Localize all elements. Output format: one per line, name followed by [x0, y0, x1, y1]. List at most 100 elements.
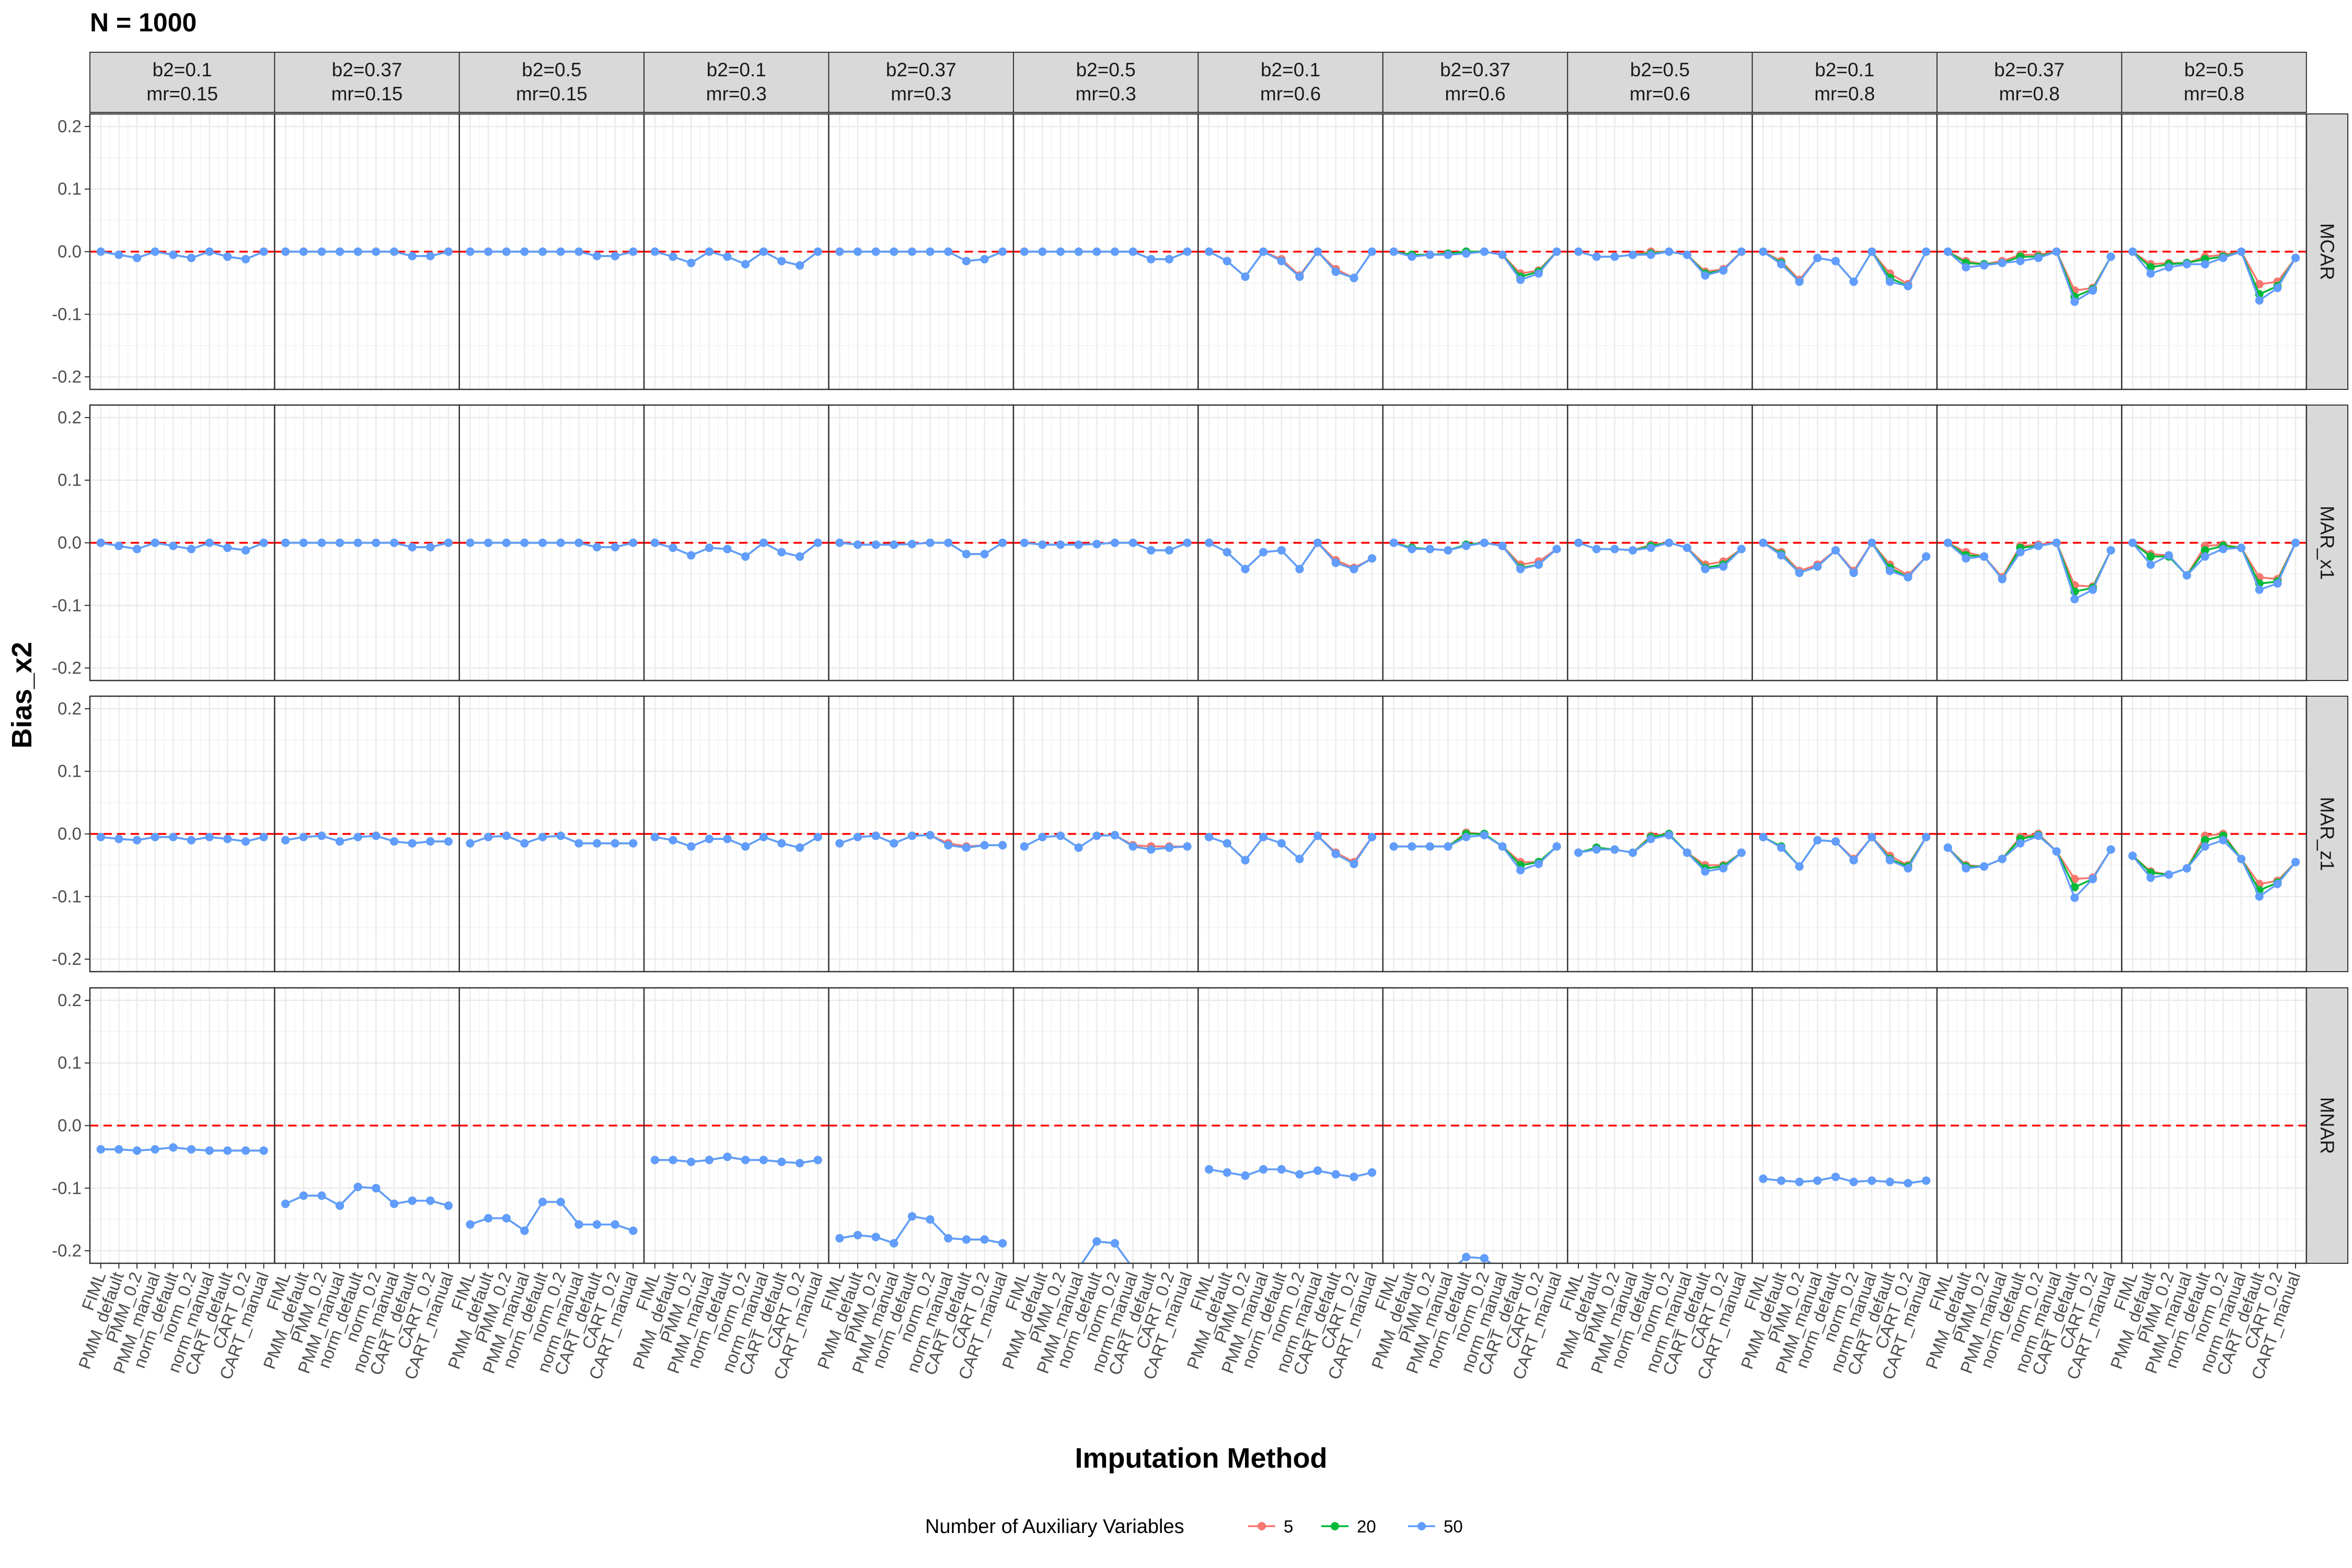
data-point-50	[1408, 545, 1416, 554]
data-point-50	[1646, 835, 1655, 844]
data-point-50	[998, 841, 1007, 850]
series-line-5	[2132, 542, 2297, 580]
series-group	[2128, 538, 2300, 594]
data-point-50	[2219, 836, 2228, 845]
data-point-50	[998, 247, 1007, 256]
series-group	[281, 538, 453, 551]
y-axis-title: Bias_x2	[6, 642, 38, 748]
data-point-50	[1241, 856, 1250, 864]
data-point-50	[1759, 833, 1768, 841]
data-point-50	[1331, 558, 1340, 567]
data-point-50	[1223, 839, 1231, 848]
data-point-20	[2070, 883, 2079, 892]
data-point-50	[2219, 253, 2228, 262]
panel	[2121, 404, 2308, 682]
data-point-50	[223, 1146, 232, 1155]
data-point-50	[1592, 545, 1601, 554]
data-point-50	[1128, 842, 1137, 851]
data-point-50	[2237, 247, 2246, 256]
data-point-50	[813, 538, 822, 547]
data-point-50	[336, 538, 344, 547]
y-tick-label: 0.0	[57, 1116, 82, 1135]
panel	[1936, 987, 2123, 1264]
data-point-50	[2291, 253, 2300, 262]
series-group	[1389, 247, 1561, 284]
data-point-50	[1444, 250, 1452, 259]
data-point-50	[687, 259, 696, 268]
data-point-50	[1074, 540, 1083, 549]
panel	[1936, 113, 2123, 390]
data-point-50	[835, 538, 844, 547]
data-point-50	[1737, 247, 1746, 256]
data-point-50	[538, 833, 547, 841]
data-point-50	[520, 839, 529, 848]
data-point-50	[1259, 1165, 1268, 1174]
series-line-50	[1393, 834, 1558, 872]
data-point-50	[2183, 571, 2192, 580]
series-line-50	[1208, 541, 1373, 571]
panel	[1936, 404, 2123, 682]
data-point-50	[2034, 253, 2043, 262]
data-point-50	[2146, 560, 2155, 569]
data-point-50	[336, 837, 344, 846]
data-point-50	[96, 538, 105, 547]
row-strip-label: MAR_x1	[2316, 506, 2338, 580]
data-point-50	[353, 538, 362, 547]
column-strip-label: mr=0.6	[1260, 83, 1321, 105]
panel	[1197, 404, 1384, 682]
data-point-50	[2255, 892, 2264, 901]
series-line-50	[839, 1215, 1003, 1244]
data-point-50	[668, 1156, 677, 1165]
data-point-50	[1998, 575, 2007, 583]
y-tick-label: 0.2	[57, 408, 82, 427]
series-group	[466, 247, 638, 260]
data-point-50	[1701, 867, 1710, 876]
data-point-50	[2273, 284, 2282, 292]
column-strip-label: b2=0.1	[1815, 59, 1874, 80]
series-group	[466, 1197, 638, 1235]
data-point-50	[2070, 297, 2079, 306]
column-strip	[89, 52, 275, 113]
panel	[1012, 113, 1199, 390]
data-point-50	[205, 247, 214, 256]
data-point-50	[610, 839, 619, 848]
data-point-50	[2089, 874, 2097, 883]
data-point-50	[241, 546, 250, 555]
series-line-50	[285, 541, 449, 548]
column-strip-label: b2=0.37	[1994, 59, 2065, 80]
data-point-50	[466, 247, 475, 256]
data-point-50	[151, 833, 159, 841]
data-point-50	[871, 832, 880, 840]
data-point-50	[1480, 247, 1489, 256]
column-strip-label: b2=0.5	[522, 59, 581, 80]
data-point-50	[723, 835, 732, 844]
data-point-50	[96, 833, 105, 841]
data-point-50	[854, 1231, 862, 1240]
data-point-50	[1020, 247, 1029, 256]
data-point-50	[629, 839, 638, 848]
data-point-50	[687, 842, 696, 851]
panel	[1197, 987, 1384, 1264]
data-point-50	[871, 1232, 880, 1241]
data-point-50	[2052, 847, 2061, 856]
data-point-50	[980, 550, 989, 559]
data-point-50	[1904, 1179, 1912, 1187]
series-group	[96, 833, 268, 846]
data-point-50	[1480, 538, 1489, 547]
data-point-50	[1737, 848, 1746, 857]
data-point-50	[1368, 247, 1376, 256]
data-point-50	[2128, 538, 2137, 547]
legend-title: Number of Auxiliary Variables	[925, 1516, 1184, 1538]
data-point-50	[1516, 275, 1525, 284]
data-point-50	[1962, 263, 1970, 272]
data-point-50	[1534, 560, 1543, 569]
data-point-50	[723, 252, 732, 261]
data-point-50	[908, 247, 916, 256]
panel	[1382, 695, 1569, 973]
data-point-50	[1777, 1176, 1785, 1185]
data-point-50	[1574, 848, 1583, 857]
data-point-50	[2183, 864, 2192, 873]
series-line-50	[1024, 541, 1188, 551]
data-point-50	[1922, 552, 1931, 561]
panel	[274, 113, 460, 390]
